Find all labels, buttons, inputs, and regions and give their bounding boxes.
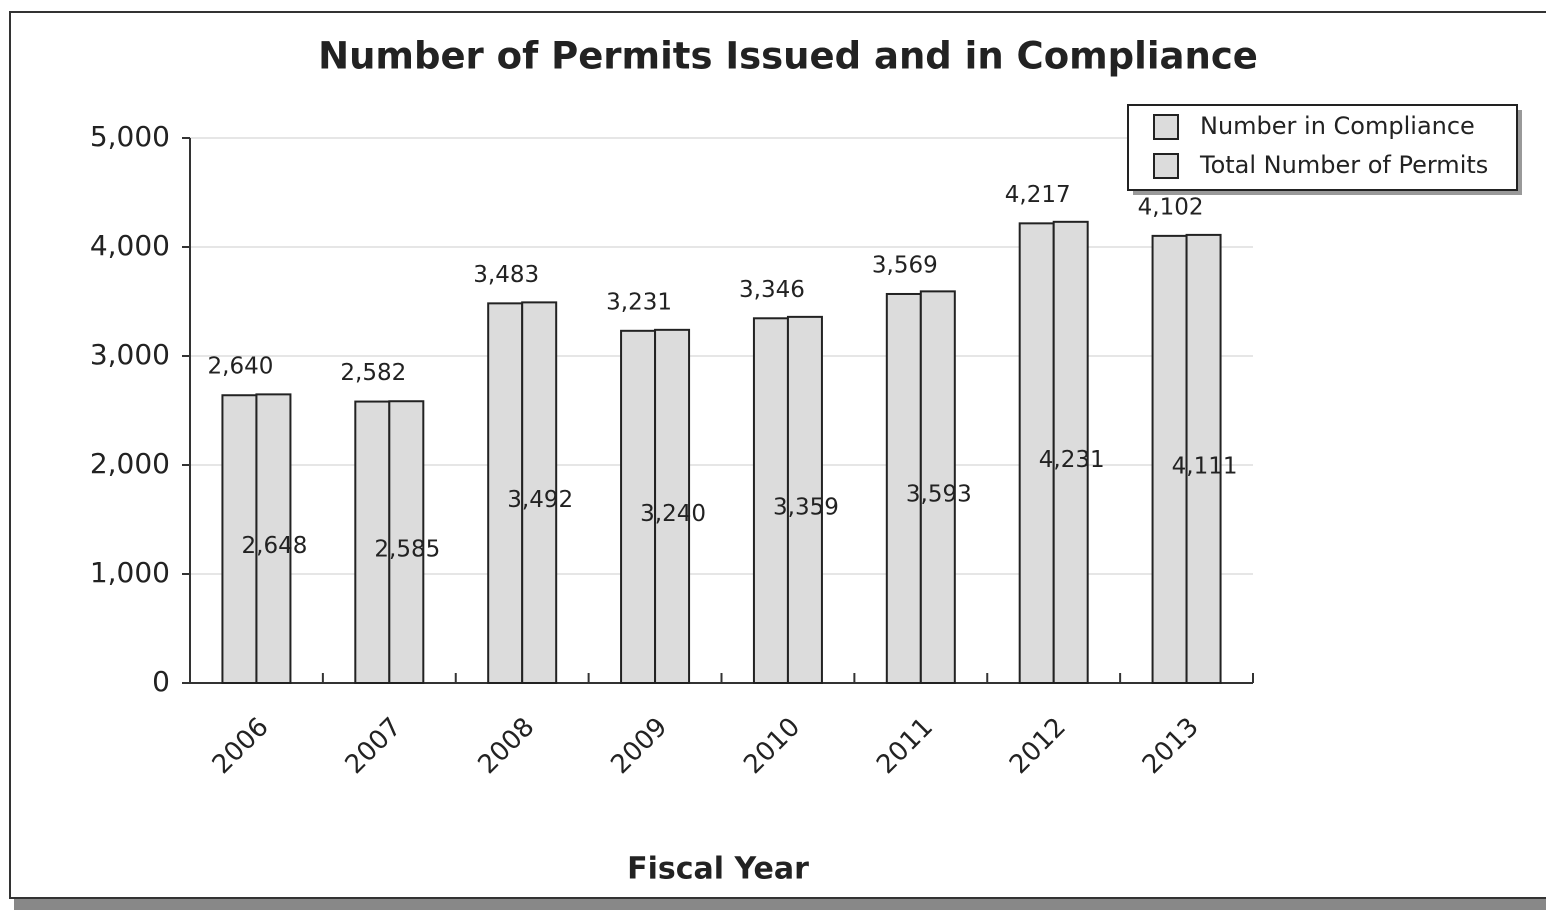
value-label: 3,593 xyxy=(906,482,972,508)
y-tick-label: 1,000 xyxy=(90,556,170,589)
legend-label: Number in Compliance xyxy=(1200,112,1475,140)
legend xyxy=(1127,104,1518,191)
bar xyxy=(354,400,391,684)
value-label: 4,102 xyxy=(1138,194,1204,220)
bar xyxy=(919,290,956,684)
x-axis-title: Fiscal Year xyxy=(627,852,809,887)
value-label: 3,231 xyxy=(606,289,672,315)
bar xyxy=(521,301,558,684)
y-tick-label: 5,000 xyxy=(90,120,170,153)
y-tick-label: 2,000 xyxy=(90,447,170,480)
bar xyxy=(786,315,823,684)
bar xyxy=(1185,233,1222,684)
y-tick-label: 3,000 xyxy=(90,338,170,371)
bar xyxy=(255,393,292,684)
value-label: 4,231 xyxy=(1039,447,1105,473)
bar xyxy=(1052,220,1089,684)
value-label: 2,585 xyxy=(374,537,440,563)
value-label: 2,582 xyxy=(340,360,406,386)
bar xyxy=(885,292,922,684)
chart-title: Number of Permits Issued and in Complian… xyxy=(318,35,1258,78)
value-label: 3,569 xyxy=(872,252,938,278)
bar xyxy=(1151,234,1188,685)
bar xyxy=(752,317,789,684)
legend-label: Total Number of Permits xyxy=(1199,151,1488,179)
y-tick-label: 0 xyxy=(152,665,170,698)
y-tick-label: 4,000 xyxy=(90,229,170,262)
legend-swatch xyxy=(1153,114,1179,140)
bar xyxy=(487,302,524,684)
value-label: 2,648 xyxy=(242,533,308,559)
legend-swatch xyxy=(1153,153,1179,179)
value-label: 3,483 xyxy=(473,262,539,288)
bar xyxy=(620,329,657,684)
value-label: 4,217 xyxy=(1005,182,1071,208)
bar xyxy=(388,400,425,684)
frame-shadow xyxy=(14,898,1546,910)
value-label: 3,359 xyxy=(773,494,839,520)
value-label: 3,346 xyxy=(739,277,805,303)
value-label: 4,111 xyxy=(1172,453,1238,479)
value-label: 2,640 xyxy=(208,354,274,380)
value-label: 3,240 xyxy=(640,501,706,527)
value-label: 3,492 xyxy=(507,487,573,513)
bar xyxy=(654,328,691,684)
